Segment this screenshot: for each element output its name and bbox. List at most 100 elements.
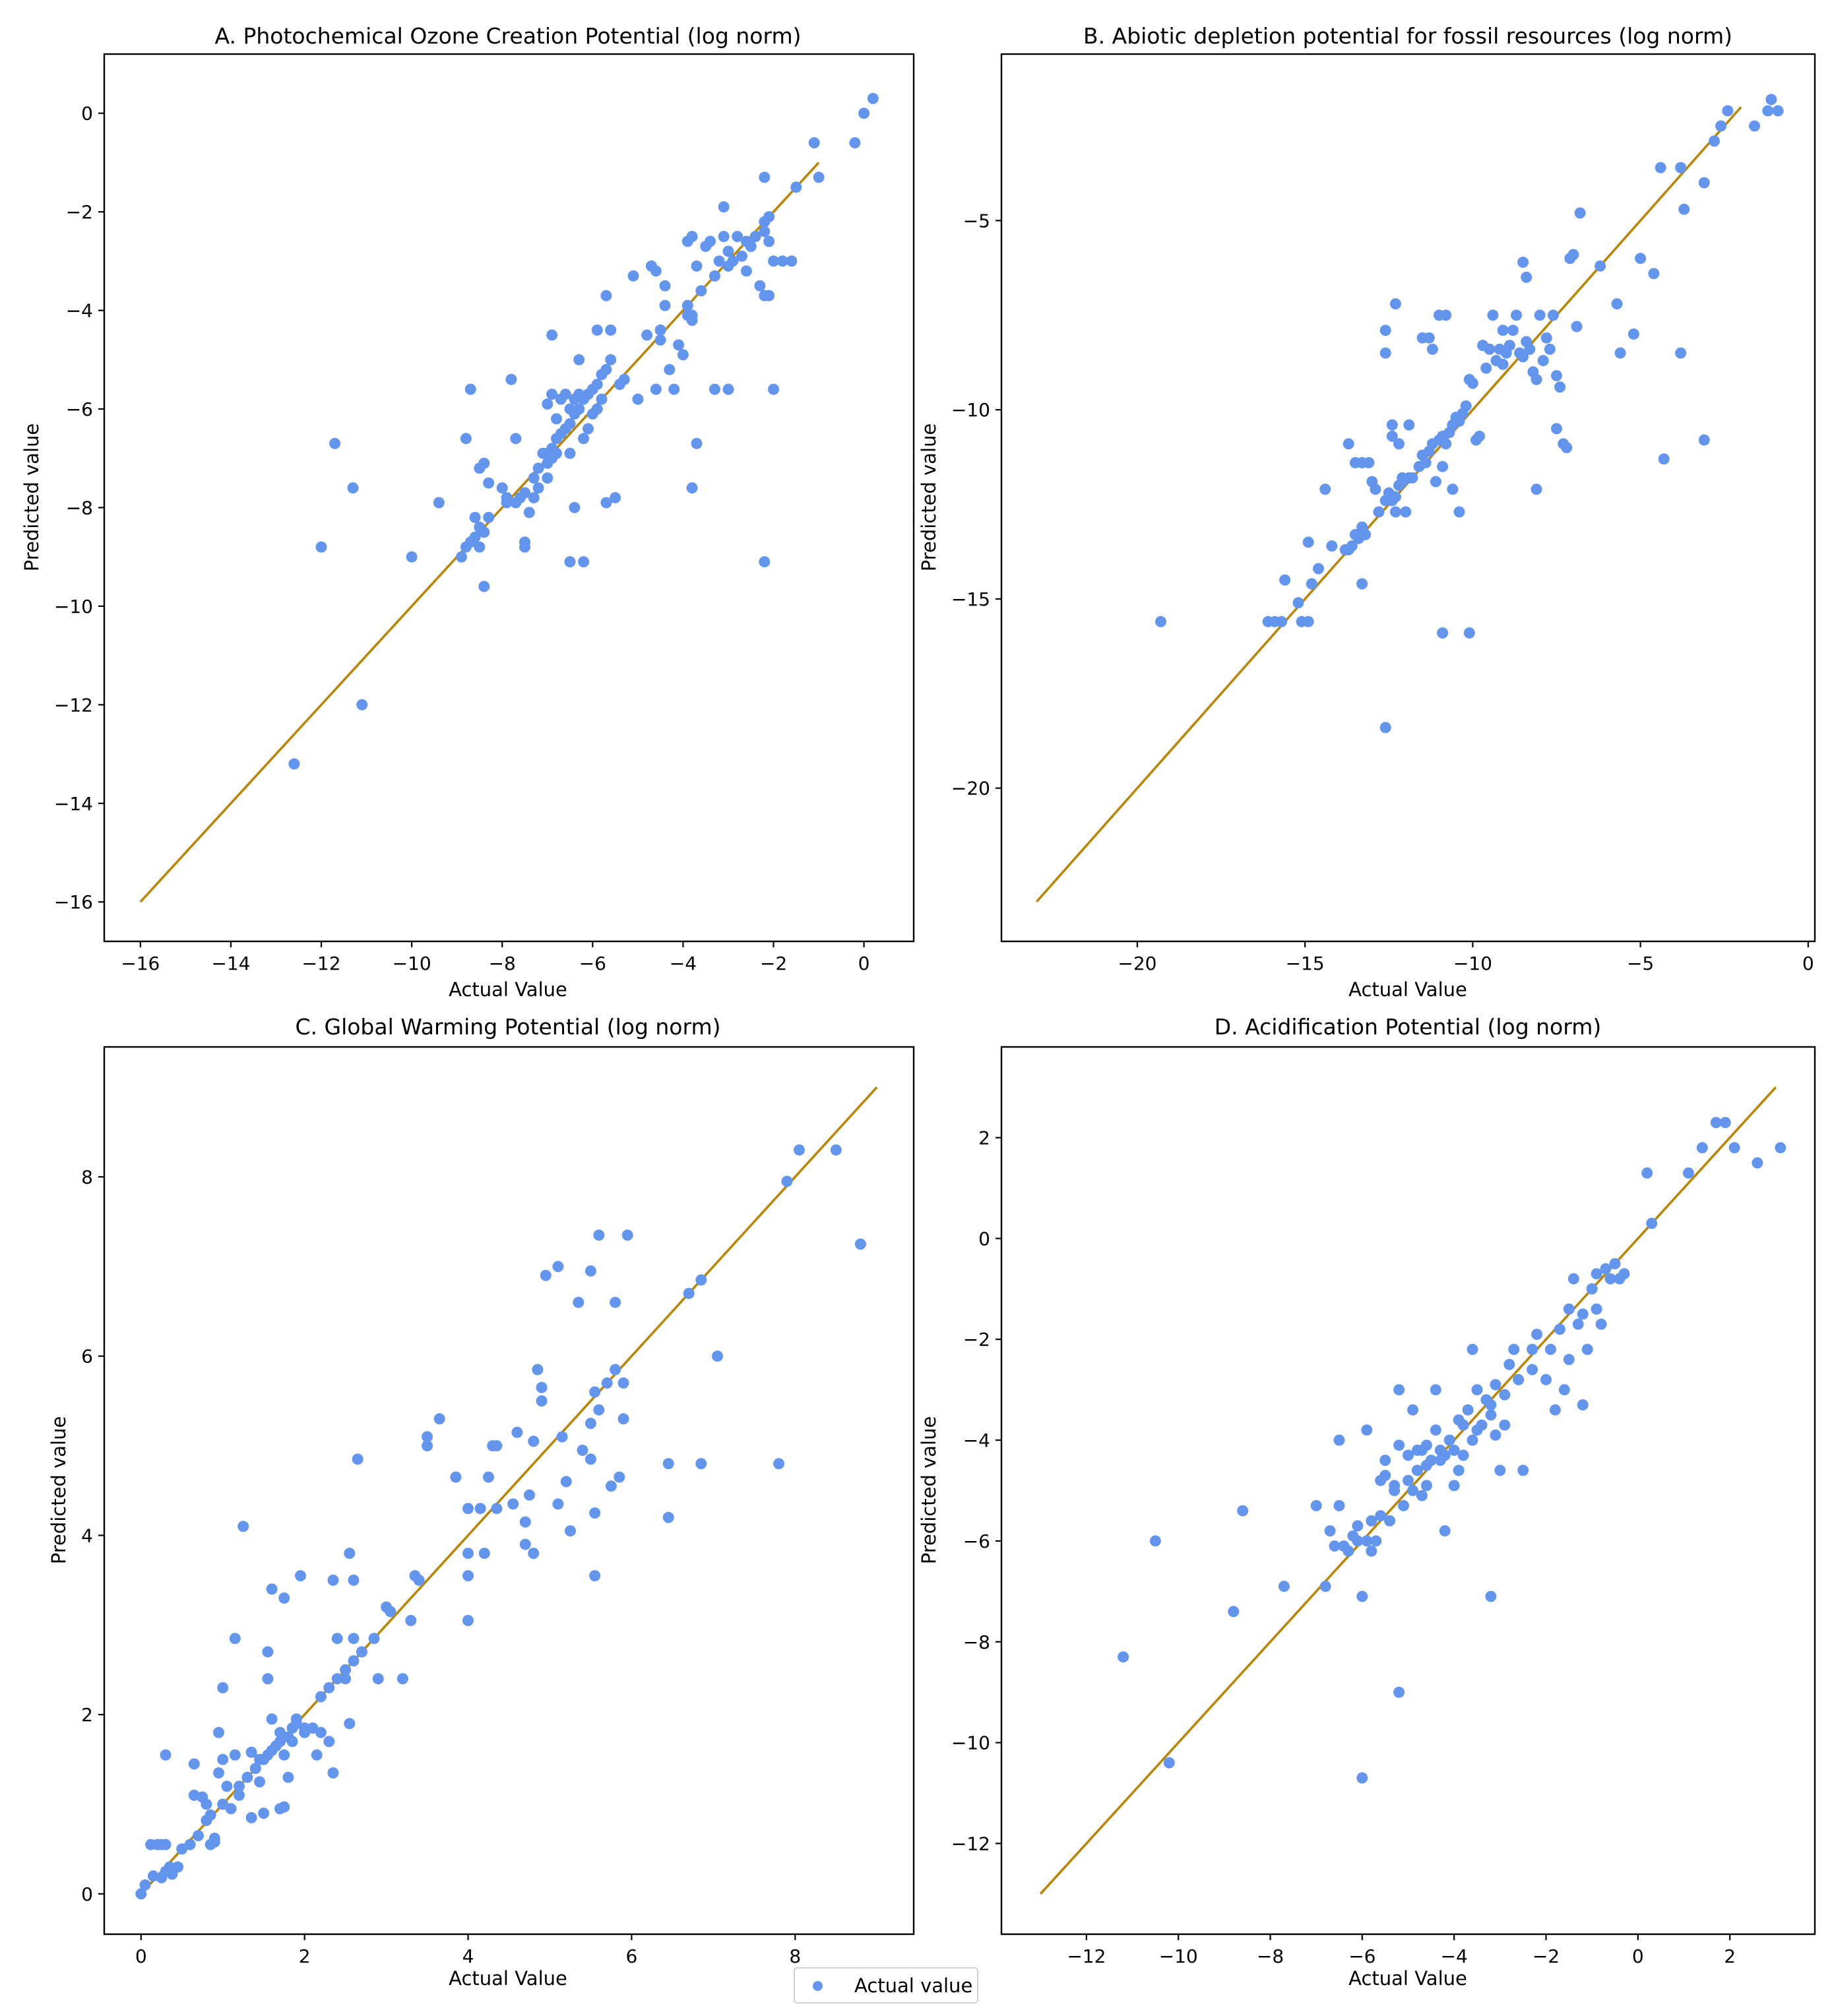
panel-b-ytick-label: −10 — [951, 399, 990, 421]
panel-d-point — [1393, 1439, 1405, 1451]
panel-d-xtick-label: −8 — [1257, 1945, 1284, 1967]
panel-d-point — [1324, 1525, 1336, 1537]
panel-b-point — [1440, 438, 1452, 450]
panel-a-point — [356, 699, 368, 710]
panel-b-ylabel: Predicted value — [918, 424, 940, 572]
panel-a-point — [749, 231, 761, 242]
panel-a-point — [469, 511, 481, 523]
panel-a-point — [406, 551, 418, 563]
panel-d-point — [1343, 1545, 1354, 1557]
panel-c-ytick-label: 8 — [81, 1166, 93, 1188]
panel-a-point — [754, 280, 766, 292]
panel-c-point — [519, 1516, 531, 1528]
panel-c-point — [585, 1453, 596, 1465]
panel-c-point — [164, 1861, 175, 1873]
panel-a-point — [564, 556, 576, 568]
panel-d-point — [1499, 1389, 1511, 1401]
panel-a-point — [542, 398, 553, 410]
panel-a-point — [469, 531, 481, 543]
panel-b-point — [1540, 332, 1552, 344]
panel-d-point — [1448, 1480, 1460, 1492]
panel-b-point — [1319, 484, 1331, 495]
panel-c-point — [528, 1548, 540, 1559]
panel-a: A. Photochemical Ozone Creation Potentia… — [20, 23, 915, 1001]
panel-a-point — [578, 556, 590, 568]
panel-d-point — [1411, 1465, 1423, 1476]
panel-b-point — [1370, 484, 1381, 495]
panel-a-point — [578, 433, 590, 445]
panel-a-ylabel: Predicted value — [20, 424, 43, 572]
panel-a-point — [713, 255, 725, 267]
panel-a-point — [709, 270, 720, 282]
panel-b-point — [1447, 484, 1459, 495]
panel-c-point — [258, 1808, 270, 1819]
panel-a-point — [433, 497, 445, 509]
panel-c-point — [368, 1633, 380, 1645]
panel-b-point — [1675, 347, 1687, 359]
panel-d-point — [1352, 1520, 1364, 1532]
panel-d-xtick-label: −6 — [1348, 1945, 1376, 1967]
legend-marker-icon — [813, 1981, 823, 1991]
panel-b-point — [1487, 309, 1499, 321]
panel-a-point — [686, 482, 698, 494]
panel-a-point — [315, 541, 327, 553]
panel-c-point — [160, 1749, 172, 1761]
panel-d-point — [1544, 1344, 1556, 1355]
panel-d-point — [1228, 1606, 1240, 1618]
panel-c-point — [662, 1458, 674, 1470]
panel-c-point — [237, 1521, 249, 1532]
panel-a-point — [542, 472, 553, 484]
panel-b-point — [1511, 309, 1522, 321]
panel-c-point — [552, 1261, 564, 1273]
panel-b-point — [1503, 340, 1515, 352]
panel-c-point — [491, 1440, 503, 1452]
panel-b-point — [1648, 268, 1660, 280]
panel-a-point — [605, 354, 617, 365]
panel-c-point — [160, 1839, 172, 1850]
panel-d-xtick-label: −10 — [1159, 1945, 1198, 1967]
panel-c: C. Global Warming Potential (log norm) 0… — [47, 1014, 915, 1990]
panel-a-point — [618, 373, 630, 385]
panel-c-point — [229, 1749, 241, 1761]
panel-d-point — [1591, 1303, 1602, 1315]
panel-c-point — [405, 1615, 417, 1626]
panel-a-ytick-label: −4 — [66, 300, 93, 322]
panel-b-point — [1302, 536, 1314, 548]
panel-a-point — [600, 290, 612, 301]
panel-c-ylabel: Predicted value — [47, 1416, 70, 1565]
panel-a-point — [677, 349, 689, 361]
panel-c-point — [327, 1574, 339, 1586]
panel-b-xtick-label: −10 — [1453, 953, 1492, 974]
panel-b-point — [1279, 574, 1291, 586]
panel-c-point — [593, 1404, 605, 1416]
panel-c-point — [241, 1771, 253, 1783]
panel-b-point — [1517, 257, 1529, 268]
panel-d-point — [1577, 1399, 1589, 1411]
panel-d-point — [1503, 1358, 1515, 1370]
panel-d-ylabel: Predicted value — [918, 1416, 940, 1565]
panel-c-point — [462, 1570, 474, 1582]
panel-d-point — [1549, 1404, 1561, 1416]
panel-a-point — [691, 260, 703, 272]
panel-d-point — [1586, 1283, 1598, 1295]
panel-c-ytick-label: 4 — [81, 1525, 93, 1546]
panel-b-point — [1306, 578, 1317, 590]
panel-c-point — [854, 1238, 866, 1250]
panel-c-point — [315, 1726, 327, 1738]
panel-c-point — [478, 1548, 490, 1559]
panel-a-point — [686, 231, 698, 242]
panel-c-point — [491, 1503, 503, 1515]
panel-b-point — [1397, 476, 1408, 488]
panel-c-point — [556, 1431, 568, 1443]
panel-b-point — [1571, 321, 1583, 332]
panel-d-point — [1462, 1404, 1474, 1416]
panel-b-point — [1437, 627, 1449, 639]
panel-b-xlabel: Actual Value — [1348, 978, 1467, 1001]
panel-a-point — [564, 403, 576, 415]
panel-d-point — [1278, 1581, 1290, 1592]
panel-a-point — [288, 758, 300, 770]
panel-d-point — [1370, 1535, 1382, 1547]
panel-a-point — [654, 324, 666, 336]
panel-a-ytick-label: 0 — [81, 103, 93, 125]
panel-d-point — [1118, 1651, 1129, 1663]
